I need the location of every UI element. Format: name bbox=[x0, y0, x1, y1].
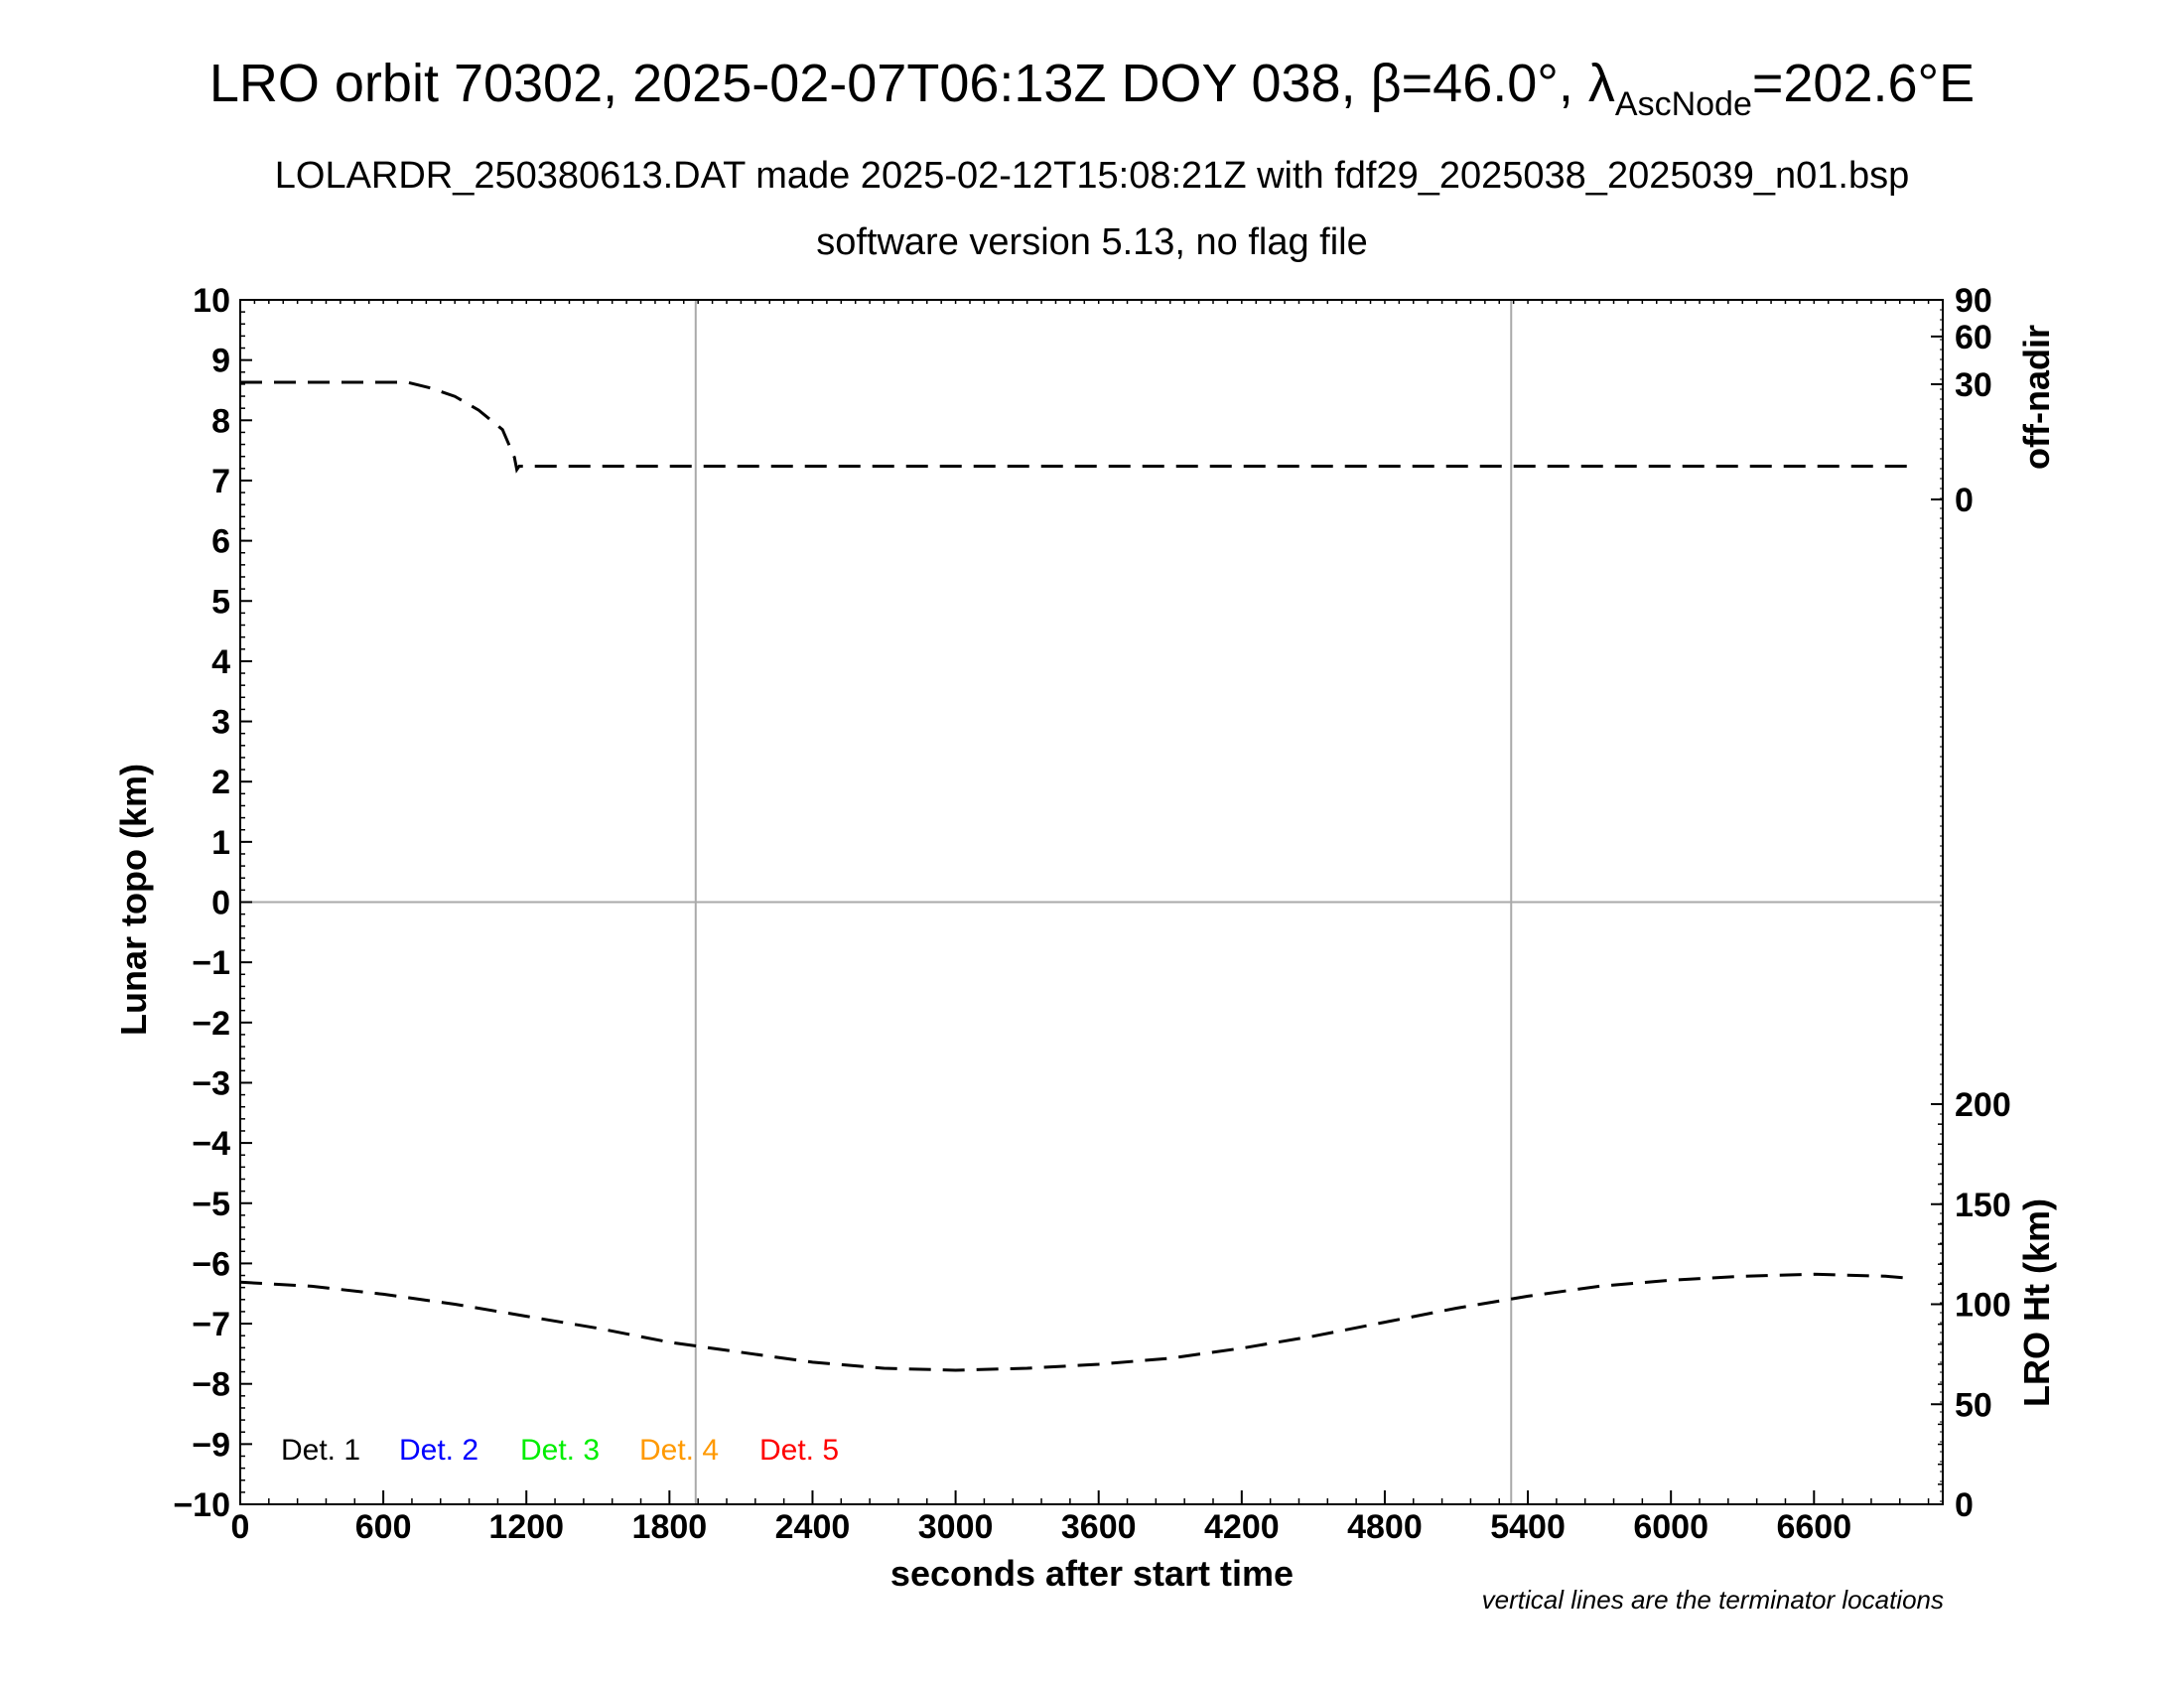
plot-tick-labels: 0 600 1200 1800 2400 3000 3600 4200 4800 5400 6000… bbox=[173, 282, 2010, 1546]
y-tick-label: 2 bbox=[211, 764, 230, 801]
legend-item-det-5: Det. 5 bbox=[759, 1434, 839, 1467]
y-axis-label-left: Lunar topo (km) bbox=[113, 764, 154, 1036]
y-tick-label: −10 bbox=[173, 1486, 230, 1524]
x-tick-label: 600 bbox=[355, 1508, 412, 1546]
height-tick-label: 0 bbox=[1955, 1486, 1974, 1524]
y-axis-label-off-nadir: off-nadir bbox=[2016, 325, 2057, 470]
x-tick-label: 1200 bbox=[488, 1508, 564, 1546]
y-tick-label: −5 bbox=[192, 1186, 230, 1223]
x-tick-label: 0 bbox=[231, 1508, 250, 1546]
lro-height-line bbox=[239, 1272, 1910, 1372]
plot-ticks bbox=[239, 299, 1944, 1505]
y-tick-label: 6 bbox=[211, 523, 230, 561]
y-tick-label: −4 bbox=[192, 1125, 230, 1163]
chart-subtitle-file: LOLARDR_250380613.DAT made 2025-02-12T15… bbox=[275, 155, 1910, 197]
x-tick-label: 5400 bbox=[1490, 1508, 1566, 1546]
terminator-note: vertical lines are the terminator locati… bbox=[1482, 1585, 1944, 1615]
y-tick-label: 10 bbox=[193, 282, 230, 320]
y-tick-label: 9 bbox=[211, 343, 230, 380]
y-tick-label: −7 bbox=[192, 1306, 230, 1343]
y-tick-label: 4 bbox=[211, 643, 230, 681]
y-tick-label: −6 bbox=[192, 1245, 230, 1283]
y-tick-label: −1 bbox=[192, 944, 230, 982]
chart-subtitle-version: software version 5.13, no flag file bbox=[816, 221, 1368, 263]
off-nadir-tick-label: 90 bbox=[1955, 282, 1992, 320]
y-tick-label: 0 bbox=[211, 885, 230, 922]
legend-item-det-1: Det. 1 bbox=[281, 1434, 360, 1467]
x-tick-label: 2400 bbox=[775, 1508, 851, 1546]
y-tick-label: 1 bbox=[211, 824, 230, 862]
x-axis-label: seconds after start time bbox=[890, 1553, 1294, 1594]
y-tick-label: −9 bbox=[192, 1426, 230, 1464]
legend-item-det-3: Det. 3 bbox=[520, 1434, 600, 1467]
y-tick-label: 3 bbox=[211, 704, 230, 742]
x-tick-label: 3000 bbox=[918, 1508, 994, 1546]
detector-legend: Det. 1 Det. 2 Det. 3 Det. 4 Det. 5 bbox=[281, 1434, 839, 1467]
x-tick-label: 3600 bbox=[1061, 1508, 1137, 1546]
y-tick-label: 8 bbox=[211, 402, 230, 440]
y-tick-label: 5 bbox=[211, 583, 230, 621]
y-tick-label: −8 bbox=[192, 1366, 230, 1404]
off-nadir-tick-label: 60 bbox=[1955, 319, 1992, 356]
off-nadir-tick-label: 0 bbox=[1955, 482, 1974, 519]
chart-title: LRO orbit 70302, 2025-02-07T06:13Z DOY 0… bbox=[209, 54, 1975, 123]
x-tick-label: 1800 bbox=[632, 1508, 708, 1546]
y-tick-label: −2 bbox=[192, 1005, 230, 1043]
plot-grid bbox=[240, 300, 1943, 1504]
height-tick-label: 150 bbox=[1955, 1187, 2011, 1224]
x-tick-label: 6000 bbox=[1633, 1508, 1708, 1546]
x-tick-label: 6600 bbox=[1776, 1508, 1851, 1546]
legend-item-det-4: Det. 4 bbox=[639, 1434, 719, 1467]
height-tick-label: 200 bbox=[1955, 1086, 2011, 1124]
x-tick-label: 4800 bbox=[1347, 1508, 1423, 1546]
height-tick-label: 50 bbox=[1955, 1386, 1992, 1424]
legend-item-det-2: Det. 2 bbox=[399, 1434, 478, 1467]
height-tick-label: 100 bbox=[1955, 1287, 2011, 1325]
plot-series bbox=[239, 380, 1910, 1372]
y-tick-label: 7 bbox=[211, 463, 230, 500]
y-axis-label-lro-height: LRO Ht (km) bbox=[2016, 1198, 2057, 1407]
off-nadir-tick-label: 30 bbox=[1955, 366, 1992, 404]
x-tick-label: 4200 bbox=[1204, 1508, 1280, 1546]
y-tick-label: −3 bbox=[192, 1064, 230, 1102]
off-nadir-line bbox=[240, 380, 1910, 474]
